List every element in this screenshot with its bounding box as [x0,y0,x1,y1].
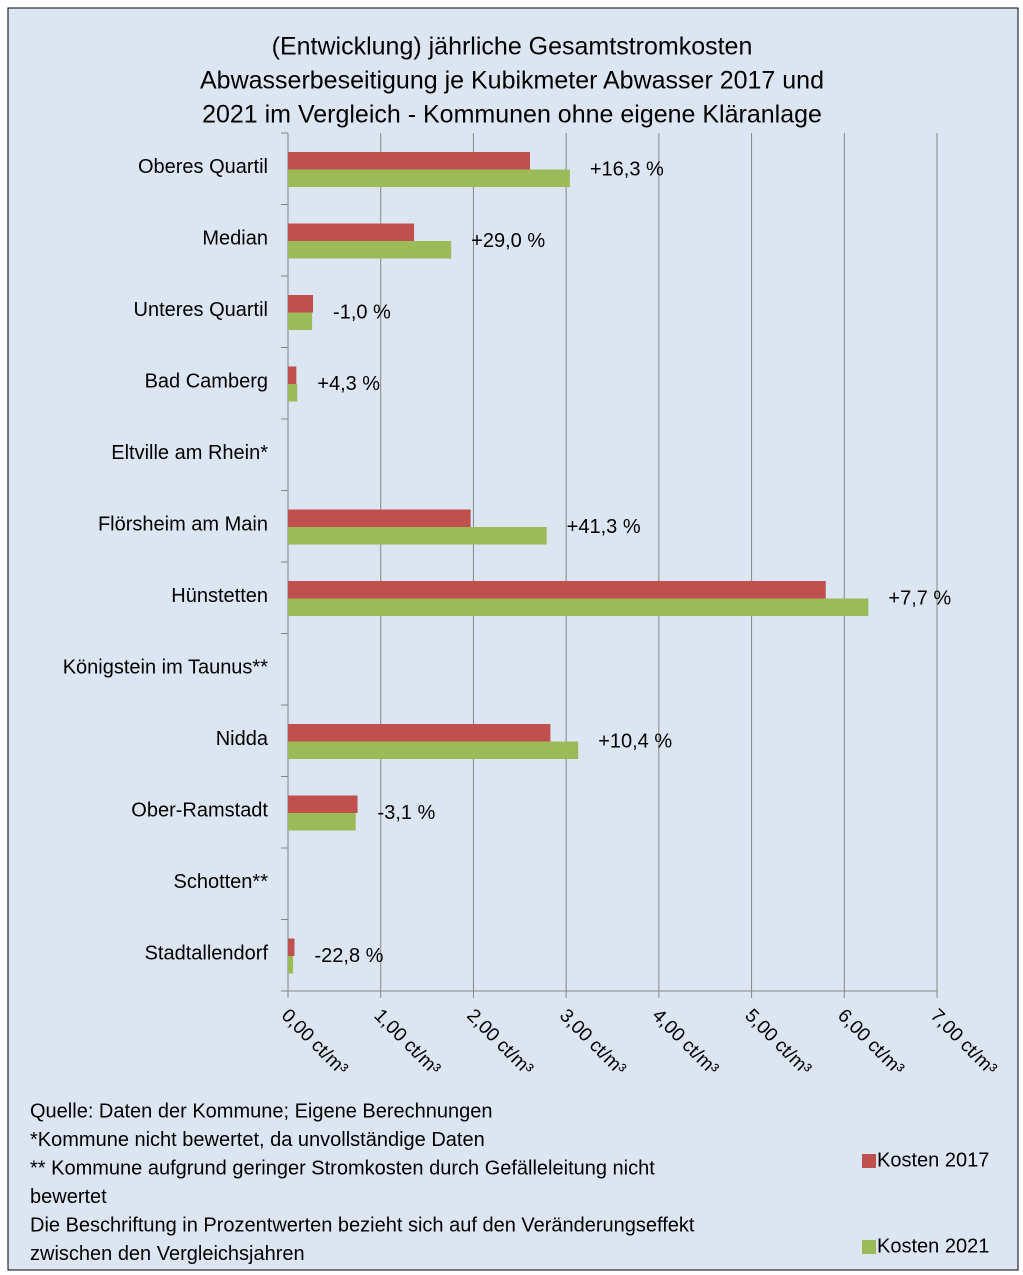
bar [288,527,547,545]
bar [288,384,298,402]
annotation: -1,0 % [333,301,391,323]
annotation: +4,3 % [317,373,380,395]
y-tick-label: Median [202,228,268,250]
legend-swatch [862,1240,876,1254]
y-tick-label: Ober-Ramstadt [131,800,268,822]
annotation: +41,3 % [567,516,641,538]
bar [288,152,530,170]
chart-title: Abwasserbeseitigung je Kubikmeter Abwass… [200,67,824,95]
bar [288,741,579,759]
annotation: +29,0 % [471,230,545,252]
bar [288,366,297,384]
y-tick-label: Königstein im Taunus** [63,657,269,679]
legend-swatch [862,1154,876,1168]
legend-label: Kosten 2021 [877,1235,989,1257]
bar [288,724,551,742]
chart-title: 2021 im Vergleich - Kommunen ohne eigene… [202,101,822,129]
note: Quelle: Daten der Kommune; Eigene Berech… [30,1100,493,1122]
chart-background [7,7,1019,1271]
y-tick-label: Nidda [216,728,269,750]
annotation: -22,8 % [314,945,383,967]
annotation: +10,4 % [598,730,672,752]
y-tick-label: Oberes Quartil [138,156,268,178]
bar [288,312,313,330]
bar [288,938,295,956]
annotation: +16,3 % [590,158,664,180]
bar [288,509,471,527]
note: Die Beschriftung in Prozentwerten bezieh… [30,1214,695,1236]
bar [288,295,314,313]
y-tick-label: Schotten** [173,871,268,893]
note: bewertet [30,1186,107,1208]
annotation: +7,7 % [888,587,951,609]
legend-label: Kosten 2017 [877,1149,989,1171]
bar [288,223,415,241]
y-tick-label: Unteres Quartil [134,299,269,321]
bar [288,241,452,259]
chart-title: (Entwicklung) jährliche Gesamtstromkoste… [272,33,753,61]
y-tick-label: Eltville am Rhein* [111,442,268,464]
note: zwischen den Vergleichsjahren [30,1243,305,1265]
bar [288,795,358,813]
bar [288,598,869,616]
y-tick-label: Stadtallendorf [145,943,269,965]
bar [288,581,826,599]
annotation: -3,1 % [378,802,436,824]
y-tick-label: Bad Camberg [145,371,268,393]
bar [288,813,356,831]
y-tick-label: Flörsheim am Main [98,514,268,536]
bar [288,169,570,187]
bar [288,956,294,974]
note: ** Kommune aufgrund geringer Stromkosten… [30,1157,655,1179]
note: *Kommune nicht bewertet, da unvollständi… [30,1129,485,1151]
y-tick-label: Hünstetten [171,585,268,607]
